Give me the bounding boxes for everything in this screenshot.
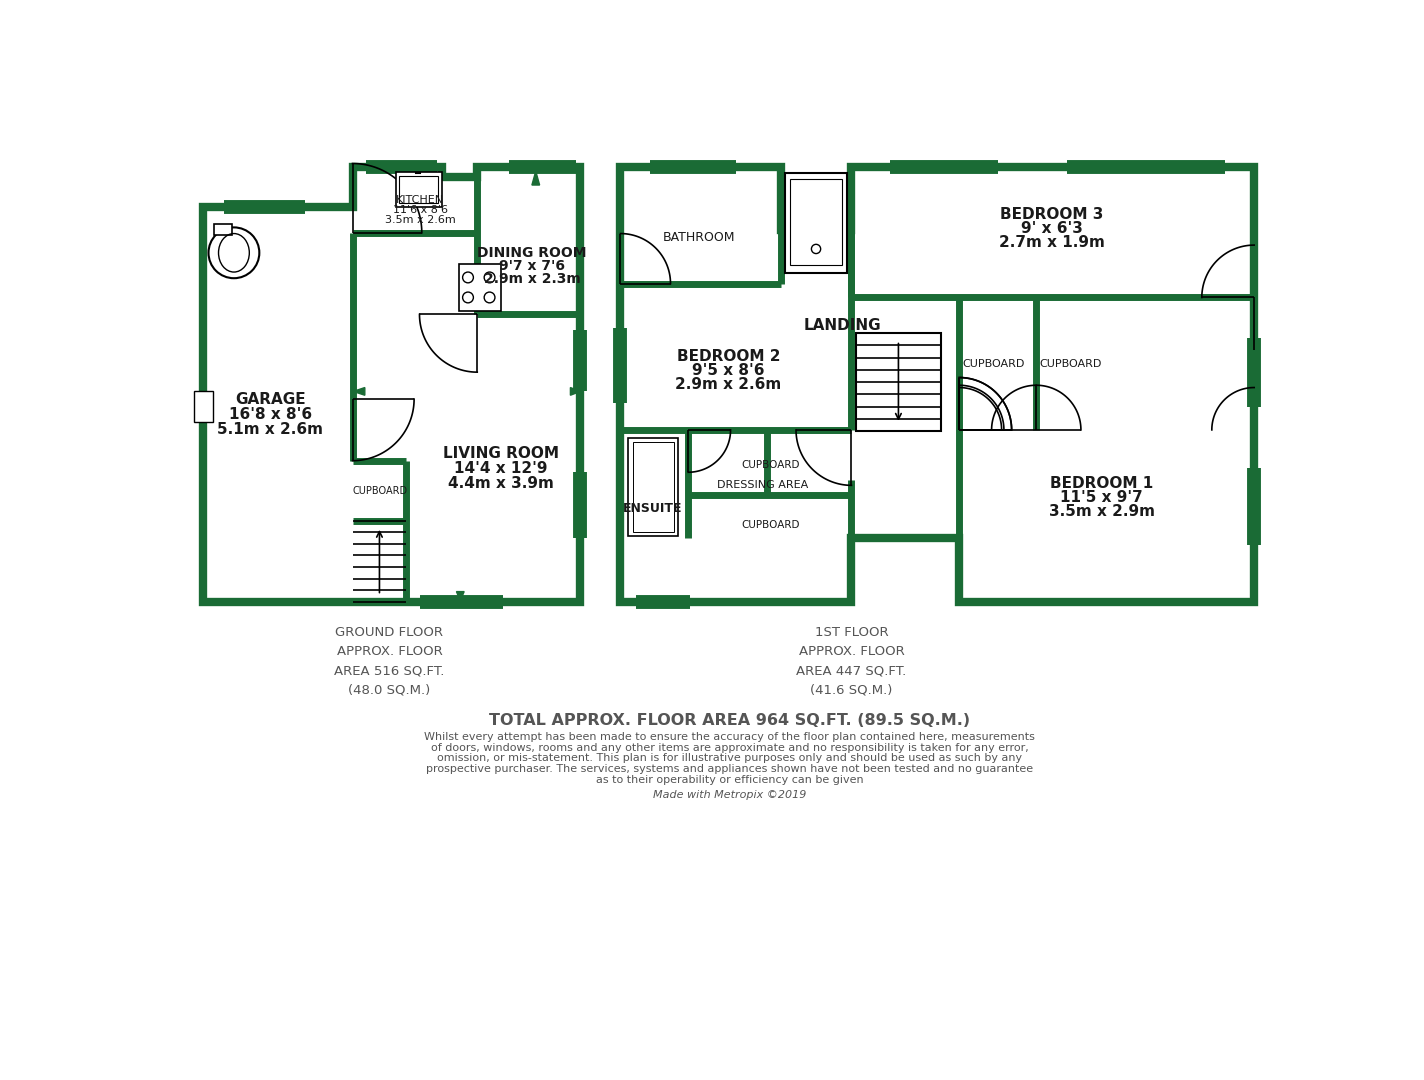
Polygon shape xyxy=(533,171,540,185)
Text: CUPBOARD: CUPBOARD xyxy=(1040,360,1102,369)
Text: 2.9m x 2.6m: 2.9m x 2.6m xyxy=(675,377,782,392)
Text: 3.5m x 2.9m: 3.5m x 2.9m xyxy=(1048,504,1155,519)
Text: 11'5 x 9'7: 11'5 x 9'7 xyxy=(1061,490,1143,505)
Text: LANDING: LANDING xyxy=(803,319,881,334)
Bar xyxy=(632,442,674,531)
Bar xyxy=(214,224,232,235)
Bar xyxy=(396,172,441,206)
Text: omission, or mis-statement. This plan is for illustrative purposes only and shou: omission, or mis-statement. This plan is… xyxy=(437,754,1022,764)
Bar xyxy=(628,437,678,536)
Polygon shape xyxy=(457,592,464,600)
Polygon shape xyxy=(571,388,581,395)
Text: KITCHEN: KITCHEN xyxy=(396,195,444,205)
Text: DRESSING AREA: DRESSING AREA xyxy=(718,481,809,490)
Text: 5.1m x 2.6m: 5.1m x 2.6m xyxy=(216,422,323,437)
Text: 2.9m x 2.3m: 2.9m x 2.3m xyxy=(484,272,581,286)
Text: ENSUITE: ENSUITE xyxy=(624,502,682,515)
Bar xyxy=(194,391,214,422)
Text: 9'5 x 8'6: 9'5 x 8'6 xyxy=(692,363,765,378)
Text: 9'7 x 7'6: 9'7 x 7'6 xyxy=(498,259,565,273)
Polygon shape xyxy=(621,166,1255,602)
Text: DINING ROOM: DINING ROOM xyxy=(477,246,587,260)
Text: as to their operability or efficiency can be given: as to their operability or efficiency ca… xyxy=(597,774,863,785)
Polygon shape xyxy=(204,166,581,602)
Text: CUPBOARD: CUPBOARD xyxy=(742,519,800,529)
Text: 2.7m x 1.9m: 2.7m x 1.9m xyxy=(998,234,1105,249)
Text: GROUND FLOOR
APPROX. FLOOR
AREA 516 SQ.FT.
(48.0 SQ.M.): GROUND FLOOR APPROX. FLOOR AREA 516 SQ.F… xyxy=(335,626,444,697)
Bar xyxy=(400,176,439,203)
Bar xyxy=(816,178,834,190)
Text: BEDROOM 1: BEDROOM 1 xyxy=(1049,476,1153,491)
Text: 16'8 x 8'6: 16'8 x 8'6 xyxy=(228,407,312,422)
Text: CUPBOARD: CUPBOARD xyxy=(742,460,800,470)
Text: 11'6 x 8'6: 11'6 x 8'6 xyxy=(393,205,447,215)
Text: TOTAL APPROX. FLOOR AREA 964 SQ.FT. (89.5 SQ.M.): TOTAL APPROX. FLOOR AREA 964 SQ.FT. (89.… xyxy=(490,713,970,728)
Text: LIVING ROOM: LIVING ROOM xyxy=(443,445,560,460)
Bar xyxy=(790,179,842,265)
Text: of doors, windows, rooms and any other items are approximate and no responsibili: of doors, windows, rooms and any other i… xyxy=(431,743,1028,753)
Text: GARAGE: GARAGE xyxy=(235,392,305,406)
Text: Whilst every attempt has been made to ensure the accuracy of the floor plan cont: Whilst every attempt has been made to en… xyxy=(424,732,1035,742)
Text: Made with Metropix ©2019: Made with Metropix ©2019 xyxy=(654,791,806,800)
Text: BEDROOM 2: BEDROOM 2 xyxy=(676,349,780,364)
Text: 1ST FLOOR
APPROX. FLOOR
AREA 447 SQ.FT.
(41.6 SQ.M.): 1ST FLOOR APPROX. FLOOR AREA 447 SQ.FT. … xyxy=(796,626,907,697)
Text: 3.5m x 2.6m: 3.5m x 2.6m xyxy=(384,216,456,226)
Text: BEDROOM 3: BEDROOM 3 xyxy=(1000,206,1104,221)
Polygon shape xyxy=(353,388,365,395)
Bar xyxy=(785,173,847,273)
Text: 4.4m x 3.9m: 4.4m x 3.9m xyxy=(449,476,554,491)
Text: prospective purchaser. The services, systems and appliances shown have not been : prospective purchaser. The services, sys… xyxy=(426,764,1034,774)
Text: CUPBOARD: CUPBOARD xyxy=(963,360,1025,369)
Bar xyxy=(856,333,941,431)
Text: BATHROOM: BATHROOM xyxy=(662,231,735,244)
Text: CUPBOARD: CUPBOARD xyxy=(353,486,407,497)
Bar xyxy=(459,265,501,311)
Text: 14'4 x 12'9: 14'4 x 12'9 xyxy=(454,461,548,476)
Text: 9' x 6'3: 9' x 6'3 xyxy=(1021,220,1082,235)
